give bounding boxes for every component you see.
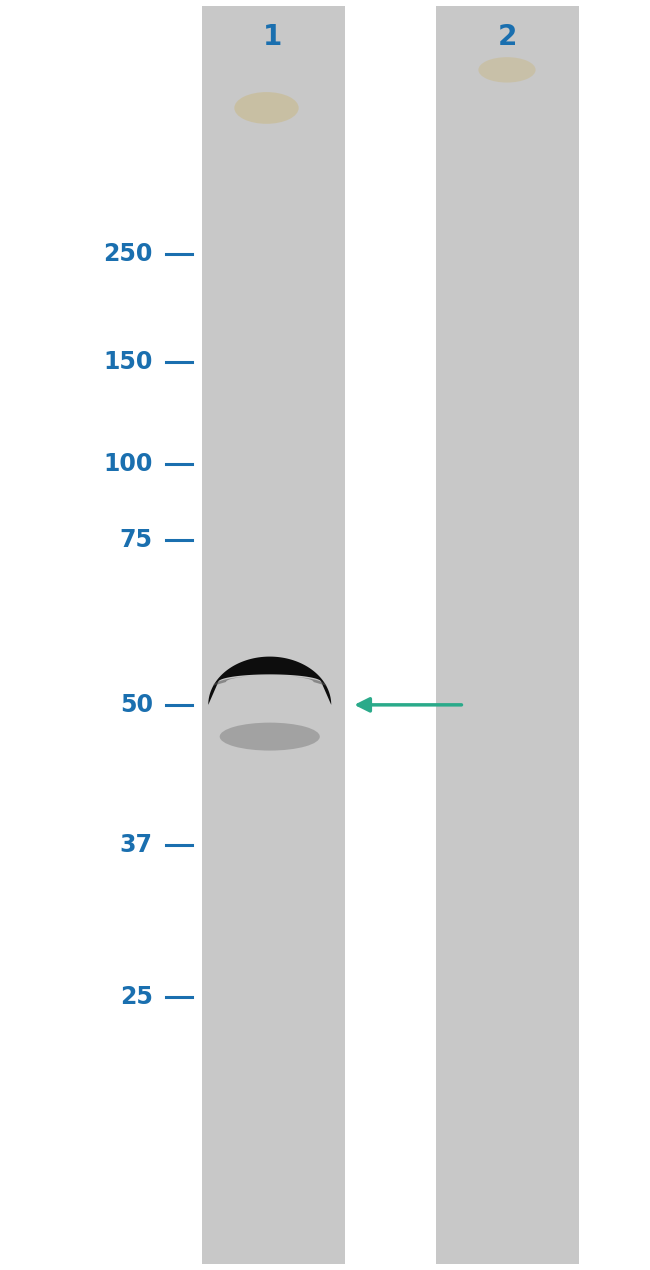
Ellipse shape	[234, 93, 299, 124]
Polygon shape	[208, 657, 332, 705]
Bar	[202, 6, 344, 1264]
Text: 75: 75	[120, 528, 153, 551]
Text: 1: 1	[263, 23, 283, 51]
Bar	[436, 6, 578, 1264]
Text: 250: 250	[103, 243, 153, 265]
Text: 150: 150	[103, 351, 153, 373]
Ellipse shape	[478, 57, 536, 83]
Polygon shape	[213, 676, 326, 686]
Text: 2: 2	[497, 23, 517, 51]
Text: 25: 25	[120, 986, 153, 1008]
Text: 50: 50	[120, 693, 153, 716]
Ellipse shape	[220, 723, 320, 751]
Text: 37: 37	[120, 833, 153, 856]
Text: 100: 100	[103, 452, 153, 475]
